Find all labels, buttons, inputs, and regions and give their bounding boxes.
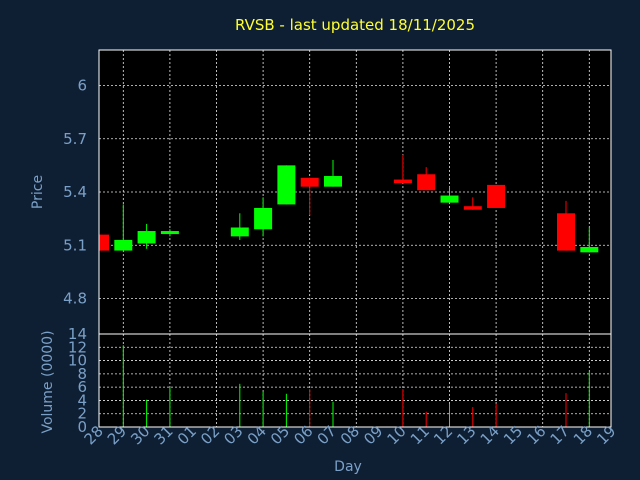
chart-title: RVSB - last updated 18/11/2025: [235, 16, 475, 34]
candles: [99, 154, 599, 253]
candle-body: [137, 231, 156, 244]
candle-body: [99, 234, 109, 251]
price-tick-label: 5.4: [63, 183, 87, 201]
x-axis-label: Day: [334, 459, 362, 475]
volume-tick-label: 2: [77, 405, 87, 423]
volume-tick-label: 10: [68, 352, 87, 370]
price-grid: [99, 50, 611, 334]
volume-tick-label: 14: [68, 325, 87, 343]
price-tick-label: 6: [77, 77, 87, 95]
candle-body: [487, 184, 506, 208]
price-tick-label: 5.1: [63, 236, 87, 254]
volume-plot-area: [99, 334, 611, 427]
volume-tick-label: 8: [77, 365, 87, 383]
candle-body: [114, 239, 133, 251]
volume-tick-label: 12: [68, 338, 87, 356]
volume-frame: [98, 333, 612, 428]
candle-body: [580, 247, 599, 253]
candle-body: [230, 227, 249, 237]
candle-body: [463, 206, 482, 210]
price-tick-label: 5.7: [63, 130, 87, 148]
volume-tick-label: 0: [77, 418, 87, 436]
candle-body: [254, 207, 273, 230]
candle-body: [300, 177, 319, 187]
price-tick-labels: 4.8 5.1 5.4 5.7 6: [63, 77, 87, 308]
candle-body: [440, 195, 459, 203]
volume-tick-label: 6: [77, 378, 87, 396]
candle-body: [417, 174, 436, 191]
price-axis-label: Price: [30, 175, 46, 209]
price-tick-label: 4.8: [63, 290, 87, 308]
volume-tick-label: 4: [77, 391, 87, 409]
volume-bars: [122, 345, 590, 427]
candle-body: [160, 231, 179, 235]
candle-body: [277, 165, 296, 205]
candle-body: [557, 213, 575, 251]
volume-axis-label: Volume (0000): [40, 330, 56, 433]
candle-body: [324, 176, 342, 187]
x-tick-labels: 2829303101020304050607080910111213141516…: [81, 422, 620, 448]
candle-body: [393, 179, 412, 184]
